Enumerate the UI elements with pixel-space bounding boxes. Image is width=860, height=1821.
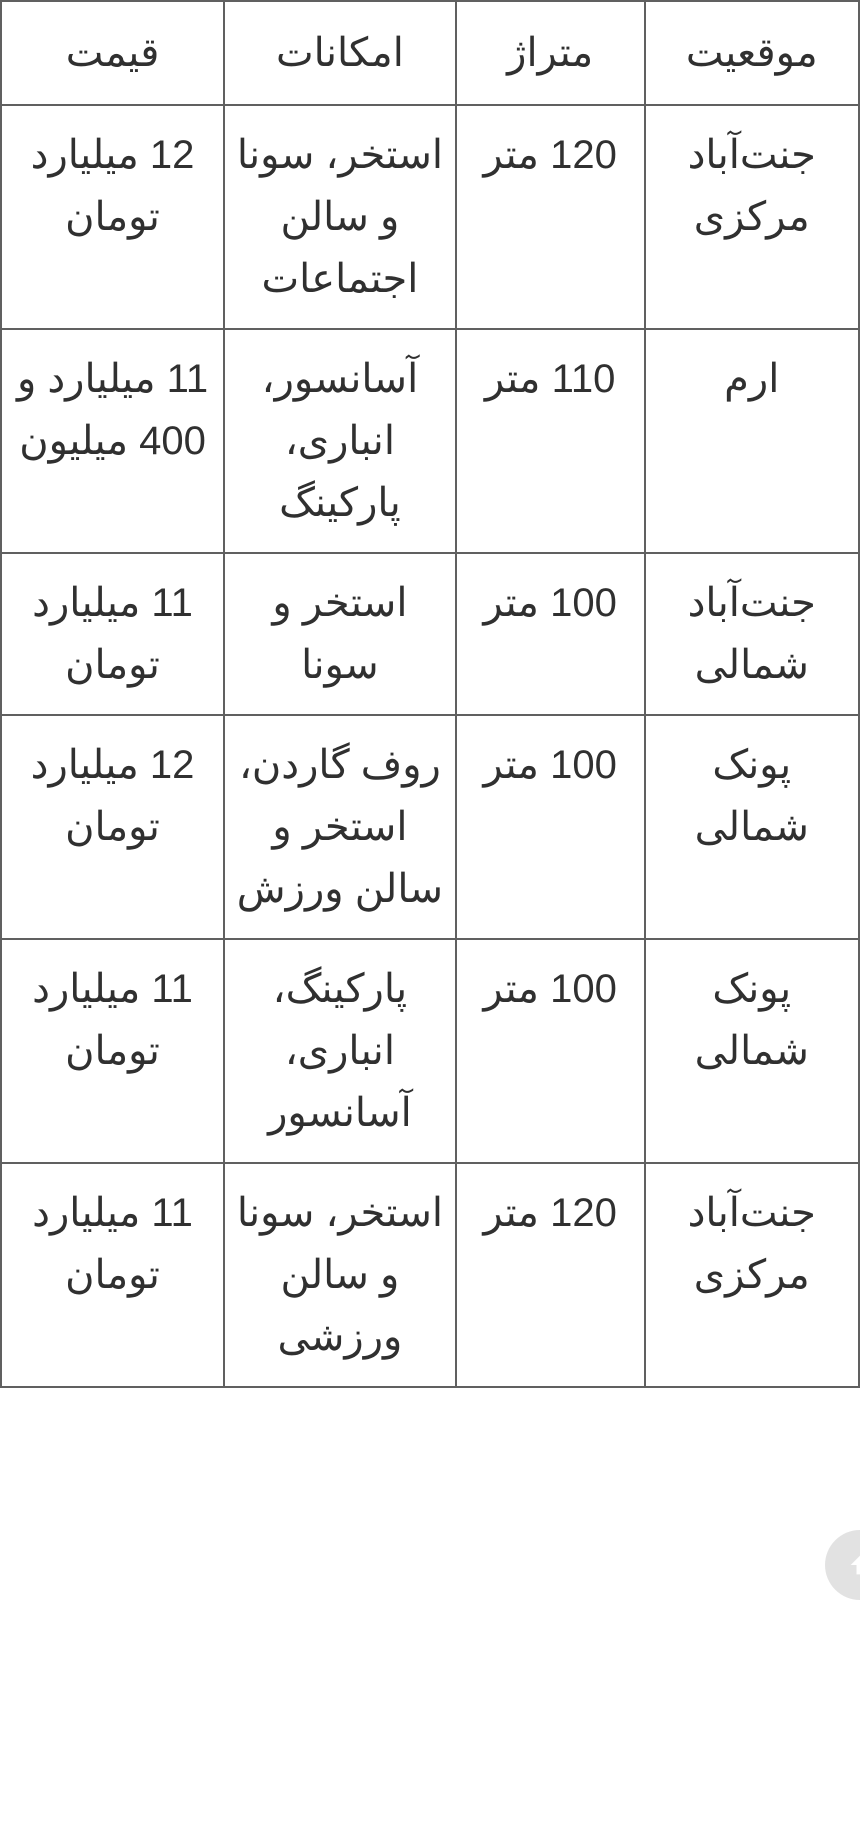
- header-price: قیمت: [1, 1, 224, 105]
- cell-location: جنت‌آباد مرکزی: [645, 105, 860, 329]
- table-header-row: موقعیت متراژ امکانات قیمت: [1, 1, 859, 105]
- cell-amenities: استخر، سونا و سالن اجتماعات: [224, 105, 456, 329]
- table-row: جنت‌آباد شمالی 100 متر استخر و سونا 11 م…: [1, 553, 859, 715]
- table-row: پونک شمالی 100 متر پارکینگ، انباری، آسان…: [1, 939, 859, 1163]
- scroll-indicator-icon: [825, 1530, 860, 1600]
- cell-price: 12 میلیارد تومان: [1, 715, 224, 939]
- cell-location: پونک شمالی: [645, 939, 860, 1163]
- table-row: جنت‌آباد مرکزی 120 متر استخر، سونا و سال…: [1, 1163, 859, 1387]
- cell-area: 100 متر: [456, 715, 645, 939]
- cell-price: 11 میلیارد تومان: [1, 553, 224, 715]
- header-location: موقعیت: [645, 1, 860, 105]
- table-row: پونک شمالی 100 متر روف گاردن، استخر و سا…: [1, 715, 859, 939]
- cell-price: 11 میلیارد تومان: [1, 1163, 224, 1387]
- cell-location: جنت‌آباد شمالی: [645, 553, 860, 715]
- header-area: متراژ: [456, 1, 645, 105]
- cell-price: 12 میلیارد تومان: [1, 105, 224, 329]
- cell-price: 11 میلیارد و 400 میلیون: [1, 329, 224, 553]
- cell-amenities: استخر، سونا و سالن ورزشی: [224, 1163, 456, 1387]
- cell-area: 120 متر: [456, 1163, 645, 1387]
- cell-amenities: آسانسور، انباری، پارکینگ: [224, 329, 456, 553]
- table-row: ارم 110 متر آسانسور، انباری، پارکینگ 11 …: [1, 329, 859, 553]
- cell-amenities: روف گاردن، استخر و سالن ورزش: [224, 715, 456, 939]
- table-row: جنت‌آباد مرکزی 120 متر استخر، سونا و سال…: [1, 105, 859, 329]
- cell-amenities: استخر و سونا: [224, 553, 456, 715]
- cell-amenities: پارکینگ، انباری، آسانسور: [224, 939, 456, 1163]
- property-table: موقعیت متراژ امکانات قیمت جنت‌آباد مرکزی…: [0, 0, 860, 1388]
- cell-location: پونک شمالی: [645, 715, 860, 939]
- cell-area: 120 متر: [456, 105, 645, 329]
- cell-location: ارم: [645, 329, 860, 553]
- cell-area: 100 متر: [456, 553, 645, 715]
- cell-location: جنت‌آباد مرکزی: [645, 1163, 860, 1387]
- cell-area: 100 متر: [456, 939, 645, 1163]
- cell-price: 11 میلیارد تومان: [1, 939, 224, 1163]
- cell-area: 110 متر: [456, 329, 645, 553]
- header-amenities: امکانات: [224, 1, 456, 105]
